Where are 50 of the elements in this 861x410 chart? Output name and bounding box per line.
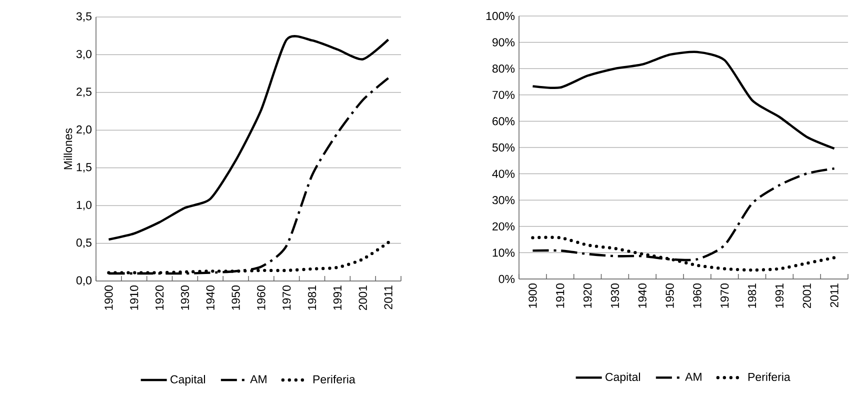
x-tick-label: 1930 <box>610 283 620 308</box>
x-tick-label: 1970 <box>720 283 729 308</box>
y-tick-label: 1,5 <box>76 163 92 173</box>
x-tick-label: 2001 <box>358 286 367 310</box>
legend-label: AM <box>685 372 702 381</box>
x-tick-label: 1900 <box>104 285 113 310</box>
x-tick-label: 1910 <box>556 283 564 308</box>
legend-label: Capital <box>606 372 640 384</box>
x-tick-label: 1930 <box>180 285 190 310</box>
y-tick-label: 50% <box>492 143 515 152</box>
x-tick-label: 1950 <box>666 283 674 308</box>
y-axis-title: Millones <box>64 128 72 170</box>
x-tick-label: 1940 <box>206 285 214 310</box>
x-tick-label: 1940 <box>638 283 646 308</box>
legend-label: Periferia <box>313 374 356 384</box>
y-tick-label: 3,5 <box>76 12 92 22</box>
y-tick-label: 0% <box>498 274 515 284</box>
x-tick-label: 1920 <box>583 283 592 308</box>
x-tick-label: 1900 <box>528 283 537 308</box>
x-tick-label: 1981 <box>308 286 316 310</box>
x-tick-label: 1960 <box>257 285 266 310</box>
y-tick-label: 0,5 <box>76 238 92 248</box>
x-tick-label: 1960 <box>693 283 702 308</box>
x-tick-label: 2011 <box>830 284 838 308</box>
x-tick-label: 1920 <box>155 285 164 310</box>
y-tick-label: 40% <box>492 170 515 178</box>
x-tick-label: 2011 <box>384 286 392 310</box>
legend-label: AM <box>250 375 266 384</box>
y-tick-label: 70% <box>492 90 515 99</box>
x-tick-label: 2001 <box>802 284 811 308</box>
y-tick-label: 3,0 <box>76 50 92 60</box>
y-tick-label: 80% <box>492 64 515 73</box>
x-tick-label: 1991 <box>333 286 342 310</box>
x-tick-label: 1981 <box>748 284 756 308</box>
y-tick-label: 2,5 <box>76 88 92 98</box>
y-tick-label: 100% <box>486 12 515 20</box>
y-tick-label: 90% <box>492 38 515 46</box>
legend-label: Capital <box>170 374 205 386</box>
y-tick-label: 30% <box>492 196 515 204</box>
y-tick-label: 1,0 <box>76 200 92 210</box>
y-tick-label: 2,0 <box>76 125 92 135</box>
y-tick-label: 20% <box>492 222 515 230</box>
y-tick-label: 10% <box>492 248 515 257</box>
legend-label: Periferia <box>748 372 790 382</box>
x-tick-label: 1910 <box>130 285 138 310</box>
x-tick-label: 1970 <box>282 285 291 310</box>
x-tick-label: 1950 <box>232 285 240 310</box>
y-tick-label: 60% <box>492 117 515 126</box>
y-tick-label: 0,0 <box>76 276 92 286</box>
x-tick-label: 1991 <box>775 284 784 308</box>
